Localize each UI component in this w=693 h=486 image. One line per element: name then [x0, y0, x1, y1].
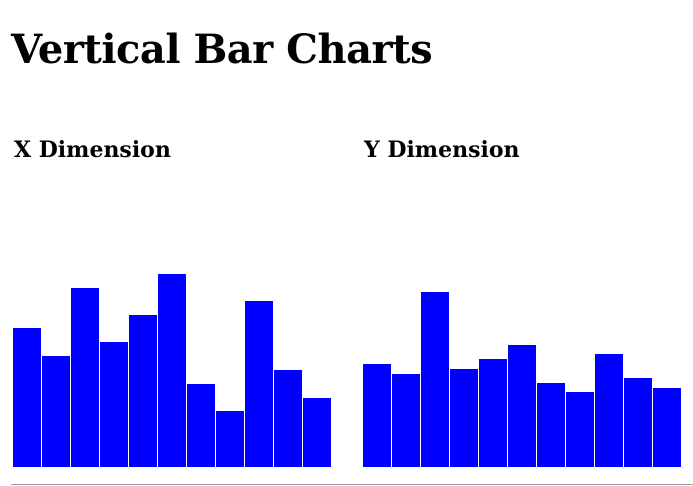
bar-y-dimension-4: [450, 369, 478, 467]
bar-y-dimension-10: [624, 378, 652, 467]
bar-y-dimension-9: [595, 354, 623, 467]
bar-x-dimension-11: [303, 398, 331, 467]
bar-x-dimension-4: [100, 342, 128, 467]
bar-x-dimension-6: [158, 274, 186, 467]
bar-x-dimension-5: [129, 315, 157, 467]
bar-x-dimension-8: [216, 411, 244, 467]
bar-y-dimension-2: [392, 374, 420, 467]
bar-x-dimension-2: [42, 356, 70, 467]
bar-y-dimension-6: [508, 345, 536, 467]
bar-y-dimension-5: [479, 359, 507, 467]
bar-x-dimension-10: [274, 370, 302, 467]
bar-chart-y-dimension: [363, 292, 681, 467]
bar-x-dimension-7: [187, 384, 215, 467]
page-title: Vertical Bar Charts: [11, 26, 433, 73]
bar-x-dimension-1: [13, 328, 41, 467]
bar-chart-x-dimension: [13, 274, 331, 467]
horizontal-divider: [11, 484, 693, 485]
bar-y-dimension-11: [653, 388, 681, 467]
bar-y-dimension-7: [537, 383, 565, 467]
bar-y-dimension-1: [363, 364, 391, 467]
bar-x-dimension-3: [71, 288, 99, 467]
bar-y-dimension-3: [421, 292, 449, 467]
chart-title-y-dimension: Y Dimension: [364, 137, 520, 163]
bar-x-dimension-9: [245, 301, 273, 467]
chart-title-x-dimension: X Dimension: [14, 137, 171, 163]
bar-y-dimension-8: [566, 392, 594, 467]
